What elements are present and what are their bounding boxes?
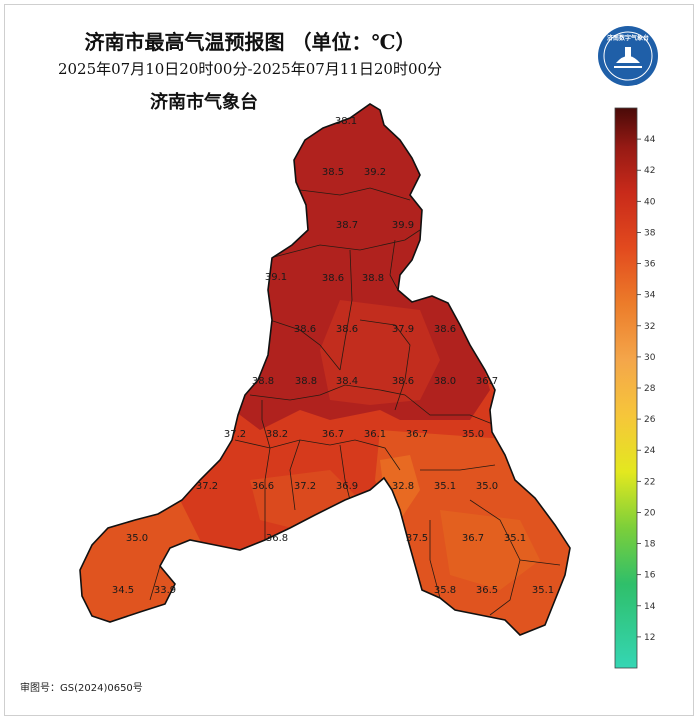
colorbar-tick-label: 26 [644, 415, 656, 425]
station-temperature-label: 36.6 [252, 481, 274, 492]
colorbar-tick-label: 42 [644, 166, 655, 176]
station-temperature-label: 38.6 [294, 324, 316, 335]
station-temperature-label: 36.1 [364, 429, 386, 440]
colorbar-scale [614, 107, 638, 669]
station-temperature-label: 38.8 [362, 273, 384, 284]
station-temperature-label: 36.8 [266, 533, 288, 544]
station-labels: 38.1 38.5 39.2 38.7 39.9 39.1 38.6 38.8 38.6 38.6… [112, 116, 554, 596]
station-temperature-label: 36.9 [336, 481, 358, 492]
colorbar-tick-label: 14 [644, 602, 656, 612]
station-temperature-label: 35.0 [476, 481, 498, 492]
station-temperature-label: 32.8 [392, 481, 414, 492]
station-temperature-label: 38.7 [336, 220, 358, 231]
station-temperature-label: 35.0 [462, 429, 484, 440]
station-temperature-label: 35.0 [126, 533, 148, 544]
colorbar-tick-label: 16 [644, 571, 656, 581]
map-approval-number: 审图号：GS(2024)0650号 [20, 683, 143, 694]
station-temperature-label: 37.2 [294, 481, 316, 492]
colorbar-tick-label: 20 [644, 508, 656, 518]
colorbar: 12 14 16 18 20 22 24 26 28 30 32 34 36 38 40 42 44 [614, 107, 656, 669]
station-temperature-label: 38.6 [434, 324, 456, 335]
meteorological-bureau-logo-icon: 济南数字气象台 [598, 26, 658, 86]
station-temperature-label: 38.8 [295, 376, 317, 387]
colorbar-tick-label: 44 [644, 135, 656, 145]
station-temperature-label: 37.5 [406, 533, 428, 544]
station-temperature-label: 36.5 [476, 585, 498, 596]
station-temperature-label: 38.8 [252, 376, 274, 387]
colorbar-tick-label: 12 [644, 633, 655, 643]
colorbar-tick-label: 36 [644, 260, 656, 270]
colorbar-tick-label: 18 [644, 540, 656, 550]
map-title: 济南市最高气温预报图 （单位：℃） [84, 30, 416, 54]
station-temperature-label: 35.1 [504, 533, 526, 544]
forecast-period: 2025年07月10日20时00分-2025年07月11日20时00分 [57, 60, 443, 78]
station-temperature-label: 37.9 [392, 324, 414, 335]
station-temperature-label: 39.2 [364, 167, 386, 178]
colorbar-tick-label: 22 [644, 477, 655, 487]
colorbar-tick-label: 38 [644, 228, 656, 238]
station-temperature-label: 36.7 [462, 533, 484, 544]
district-boundaries [149, 187, 561, 616]
station-temperature-label: 36.7 [476, 376, 498, 387]
station-temperature-label: 38.6 [392, 376, 414, 387]
station-temperature-label: 35.1 [434, 481, 456, 492]
map-frame [4, 4, 694, 716]
colorbar-tick-label: 32 [644, 322, 655, 332]
station-temperature-label: 36.7 [322, 429, 344, 440]
colorbar-tick-label: 24 [644, 446, 656, 456]
station-temperature-label: 38.6 [322, 273, 344, 284]
colorbar-tick-label: 30 [644, 353, 656, 363]
station-temperature-label: 37.2 [196, 481, 218, 492]
station-temperature-label: 33.9 [154, 585, 176, 596]
colorbar-tick-label: 34 [644, 291, 656, 301]
station-temperature-label: 35.8 [434, 585, 456, 596]
organization-name: 济南市气象台 [150, 92, 258, 113]
colorbar-tick-label: 40 [644, 197, 656, 207]
station-temperature-label: 35.1 [532, 585, 554, 596]
logo-text: 济南数字气象台 [607, 34, 649, 42]
station-temperature-label: 38.0 [434, 376, 456, 387]
station-temperature-label: 34.5 [112, 585, 134, 596]
colorbar-ticks: 12 14 16 18 20 22 24 26 28 30 32 34 36 38 40 42 44 [637, 135, 656, 643]
station-temperature-label: 39.1 [265, 272, 287, 283]
station-temperature-label: 39.9 [392, 220, 414, 231]
colorbar-tick-label: 28 [644, 384, 656, 394]
station-temperature-label: 38.6 [336, 324, 358, 335]
station-temperature-label: 38.4 [336, 376, 358, 387]
station-temperature-label: 38.2 [266, 429, 288, 440]
station-temperature-label: 37.2 [224, 429, 246, 440]
station-temperature-label: 36.7 [406, 429, 428, 440]
station-temperature-label: 38.1 [335, 116, 357, 127]
station-temperature-label: 38.5 [322, 167, 344, 178]
